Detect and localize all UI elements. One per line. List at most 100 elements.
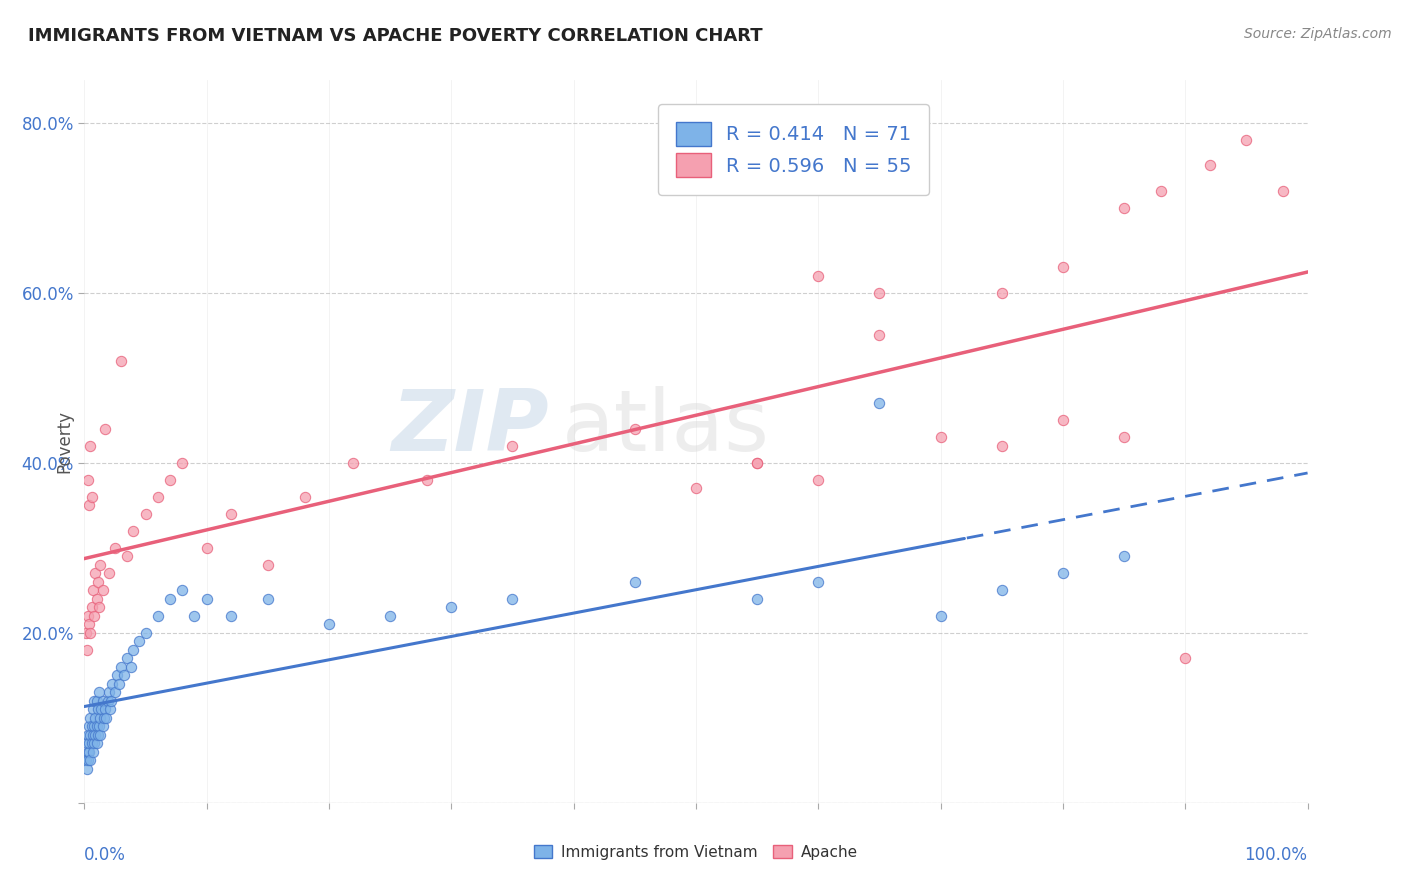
Point (1114, 430, 1136, 444)
Point (1052, 260, 1074, 275)
Point (77, 736, 100, 750)
Point (135, 625, 157, 640)
Point (97, 566, 120, 581)
Point (159, 591, 181, 606)
Point (1236, 133, 1258, 147)
Point (1272, 184, 1295, 198)
Point (77, 728, 100, 742)
Point (183, 608, 205, 623)
Point (80, 490, 103, 504)
Point (120, 660, 142, 674)
Point (991, 285, 1014, 300)
Point (77, 617, 100, 632)
Point (110, 660, 132, 674)
Point (747, 456, 769, 470)
Point (807, 473, 830, 487)
Point (294, 490, 316, 504)
Text: Source: ZipAtlas.com: Source: ZipAtlas.com (1244, 27, 1392, 41)
Legend: Immigrants from Vietnam, Apache: Immigrants from Vietnam, Apache (526, 837, 866, 867)
Point (79, 728, 101, 742)
Point (84, 711, 107, 725)
Point (82, 745, 104, 759)
Point (869, 328, 891, 343)
Point (77, 753, 100, 767)
Point (128, 634, 150, 648)
Text: 100.0%: 100.0% (1244, 847, 1308, 864)
Point (1114, 549, 1136, 564)
Point (83, 608, 105, 623)
Point (195, 591, 218, 606)
Point (219, 608, 242, 623)
Point (87, 600, 110, 615)
Point (624, 574, 647, 589)
Point (318, 617, 340, 632)
Point (1114, 201, 1136, 215)
Point (76, 762, 98, 776)
Point (807, 268, 830, 283)
Point (869, 285, 891, 300)
Point (991, 583, 1014, 598)
Point (107, 677, 129, 691)
Point (83, 736, 105, 750)
Point (75, 753, 97, 767)
Point (100, 694, 122, 708)
Point (77, 745, 100, 759)
Point (86, 694, 108, 708)
Point (82, 583, 104, 598)
Point (97, 685, 120, 699)
Point (416, 473, 439, 487)
Point (101, 677, 124, 691)
Point (146, 490, 169, 504)
Point (172, 583, 194, 598)
Point (115, 549, 138, 564)
Point (90, 702, 112, 716)
Point (1198, 158, 1220, 172)
Point (87, 728, 110, 742)
Point (991, 439, 1014, 453)
Point (172, 456, 194, 470)
Point (257, 558, 280, 572)
Point (807, 574, 830, 589)
Text: atlas: atlas (561, 385, 769, 468)
Point (75, 625, 97, 640)
Point (83, 719, 105, 733)
Point (502, 591, 524, 606)
Point (79, 625, 101, 640)
Point (77, 473, 100, 487)
Point (77, 608, 100, 623)
Point (82, 728, 104, 742)
Point (87, 685, 110, 699)
Point (89, 728, 111, 742)
Point (94, 702, 117, 716)
Point (94, 422, 117, 436)
Point (122, 642, 145, 657)
Text: IMMIGRANTS FROM VIETNAM VS APACHE POVERTY CORRELATION CHART: IMMIGRANTS FROM VIETNAM VS APACHE POVERT… (28, 27, 762, 45)
Point (97, 694, 120, 708)
Point (135, 507, 157, 521)
Point (87, 574, 110, 589)
Point (98, 702, 121, 716)
Point (89, 711, 111, 725)
Point (82, 702, 104, 716)
Point (685, 481, 707, 495)
Point (77, 498, 100, 512)
Point (1174, 651, 1197, 665)
Point (195, 541, 218, 555)
Point (1052, 413, 1074, 427)
Point (80, 600, 103, 615)
Point (624, 422, 647, 436)
Point (112, 668, 135, 682)
Point (747, 456, 769, 470)
Point (86, 591, 108, 606)
Point (91, 719, 114, 733)
Point (110, 353, 132, 368)
Point (87, 702, 110, 716)
Y-axis label: Poverty: Poverty (55, 410, 73, 473)
Point (342, 456, 364, 470)
Point (89, 558, 111, 572)
Point (84, 566, 107, 581)
Point (104, 541, 127, 555)
Point (80, 736, 103, 750)
Point (93, 711, 115, 725)
Point (869, 396, 891, 410)
